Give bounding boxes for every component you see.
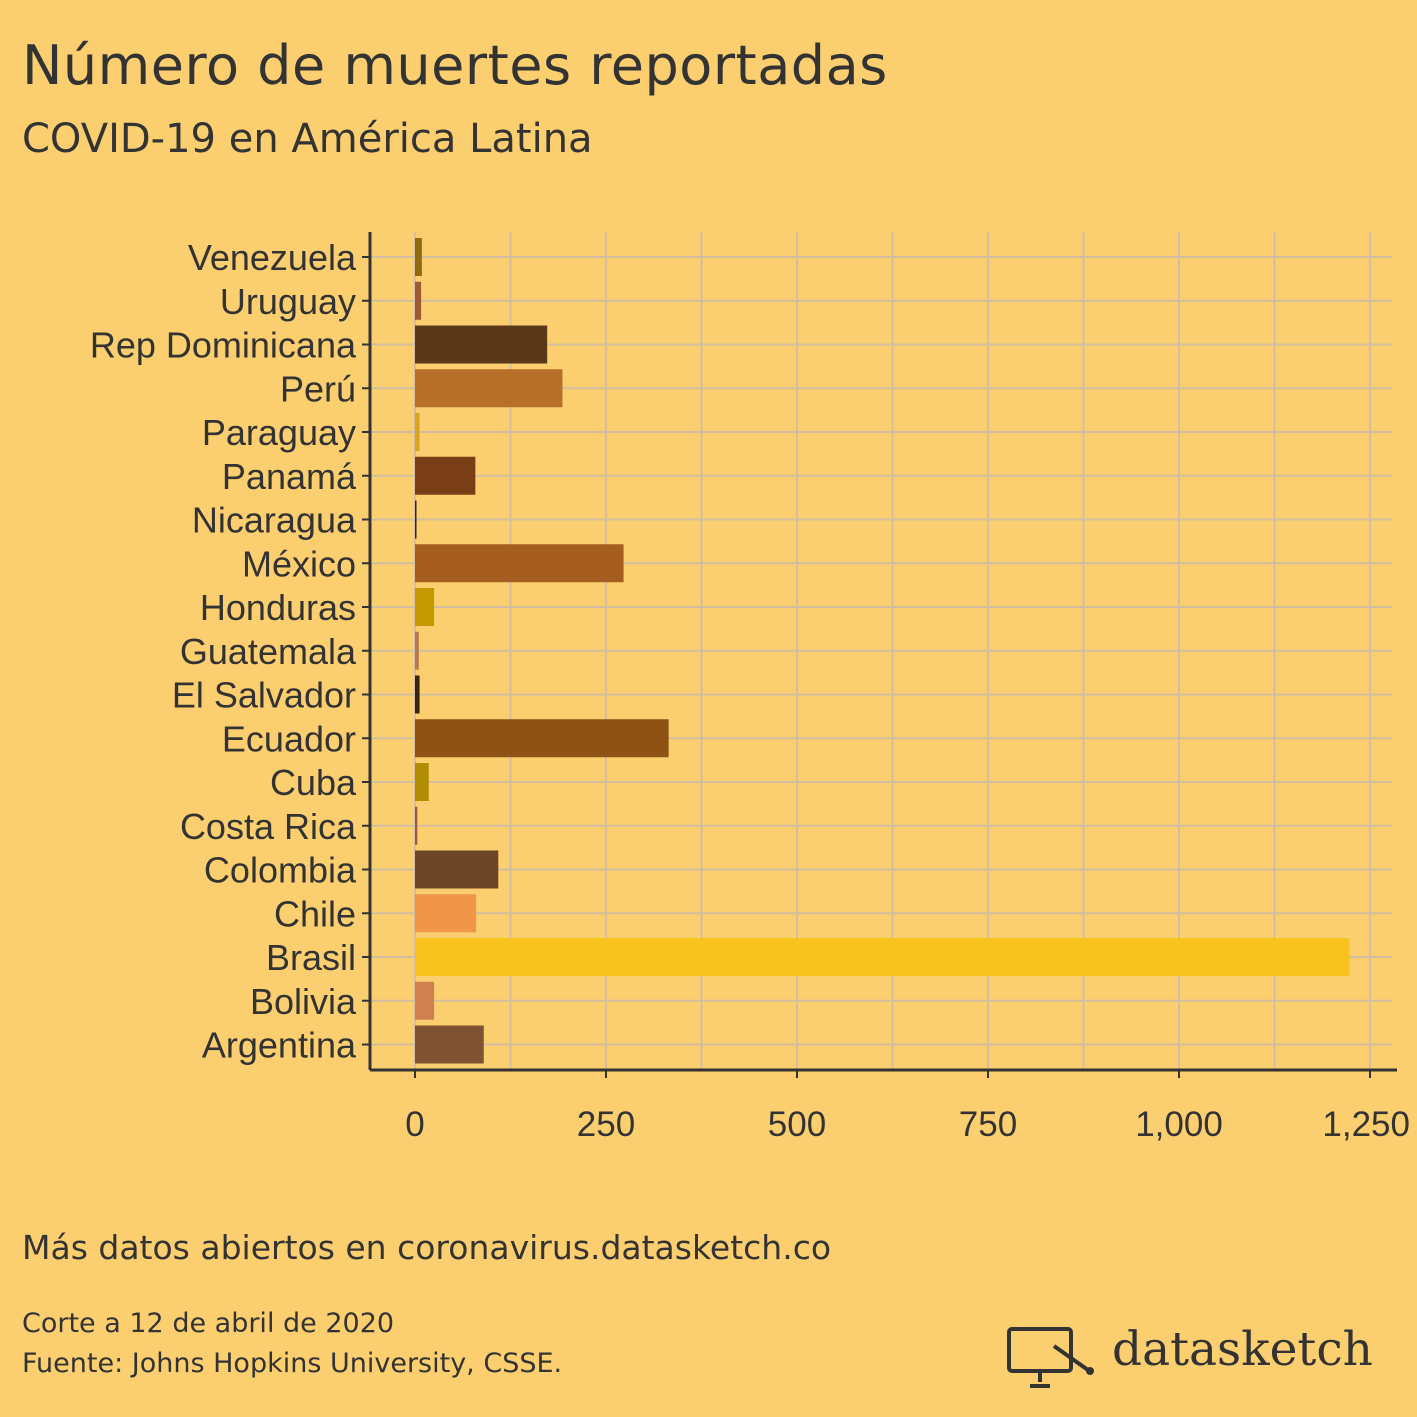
bar-ecuador (415, 719, 669, 758)
bar-chile (415, 894, 477, 933)
x-tick-label: 750 (959, 1105, 1017, 1144)
x-tick-label: 1,000 (1135, 1105, 1223, 1144)
bar-cuba (415, 763, 429, 801)
bar-el-salvador (415, 675, 420, 714)
more-data-link-text: Más datos abiertos en coronavirus.datask… (22, 1228, 832, 1267)
bar-brasil (415, 938, 1350, 976)
category-label: Perú (280, 368, 356, 409)
category-label: Cuba (270, 762, 357, 803)
bar-venezuela (415, 238, 422, 276)
category-label: Rep Dominicana (90, 325, 357, 366)
bar-bolivia (415, 981, 435, 1020)
bar-argentina (415, 1025, 484, 1064)
axes (362, 232, 1397, 1078)
category-label: Honduras (200, 587, 356, 628)
category-label: México (242, 543, 356, 584)
bar-perú (415, 369, 563, 408)
category-label: Argentina (202, 1025, 357, 1066)
category-label: Panamá (222, 456, 357, 497)
datasketch-logo: datasketch (1006, 1322, 1401, 1390)
bar-panamá (415, 456, 476, 495)
logo-wordmark: datasketch (1112, 1322, 1373, 1377)
category-label: Colombia (204, 850, 357, 891)
bar-rep-dominicana (415, 325, 548, 364)
x-tick-label: 250 (577, 1105, 635, 1144)
x-tick-label: 0 (405, 1105, 424, 1144)
chart-title: Número de muertes reportadas (22, 34, 888, 97)
bar-méxico (415, 544, 624, 583)
bar-nicaragua (415, 500, 417, 539)
bars (415, 238, 1350, 1064)
bar-honduras (415, 588, 435, 626)
cutoff-date: Corte a 12 de abril de 2020 (22, 1308, 395, 1339)
category-label: Bolivia (250, 981, 357, 1022)
category-label: El Salvador (172, 675, 356, 716)
category-label: Paraguay (202, 412, 356, 453)
category-label: Guatemala (180, 631, 357, 672)
monitor-pointer-icon (1007, 1327, 1094, 1388)
chart-subtitle: COVID-19 en América Latina (22, 116, 593, 162)
bar-paraguay (415, 413, 420, 451)
x-tick-label: 500 (768, 1105, 826, 1144)
bar-costa-rica (415, 806, 418, 845)
category-label: Ecuador (222, 718, 356, 759)
grid-lines (370, 232, 1392, 1070)
category-label: Venezuela (188, 237, 357, 278)
bar-colombia (415, 850, 499, 889)
category-label: Costa Rica (180, 806, 357, 847)
category-label: Brasil (266, 937, 356, 978)
category-label: Chile (274, 893, 356, 934)
category-label: Nicaragua (192, 500, 357, 541)
x-tick-label: 1,250 (1322, 1105, 1410, 1144)
bar-uruguay (415, 281, 422, 320)
data-source: Fuente: Johns Hopkins University, CSSE. (22, 1348, 563, 1379)
bar-guatemala (415, 631, 419, 670)
category-label: Uruguay (220, 281, 356, 322)
